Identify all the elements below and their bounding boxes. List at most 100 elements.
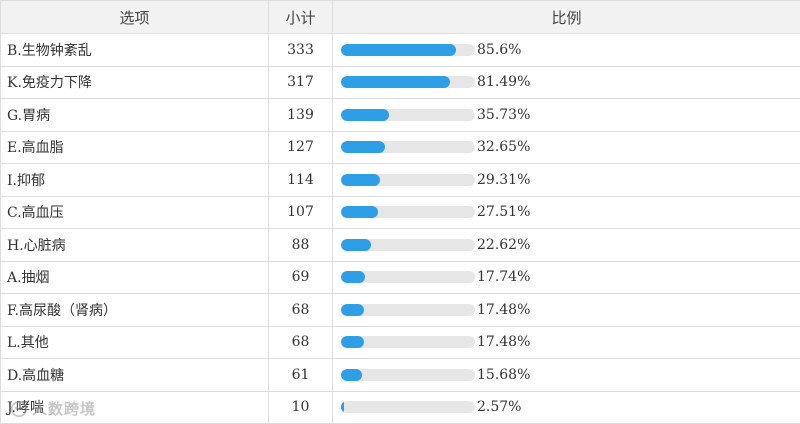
ratio-cell: 15.68% bbox=[332, 358, 800, 392]
ratio-bar-group: 15.68% bbox=[341, 359, 800, 391]
header-option: 选项 bbox=[0, 0, 269, 34]
ratio-bar-group: 17.74% bbox=[341, 262, 800, 294]
ratio-cell: 81.49% bbox=[332, 65, 800, 99]
option-label: G.胃病 bbox=[0, 98, 269, 132]
ratio-bar-group: 2.57% bbox=[341, 392, 800, 424]
progress-bar-fill bbox=[341, 336, 365, 349]
header-ratio: 比例 bbox=[332, 0, 800, 34]
count-value: 69 bbox=[268, 260, 333, 294]
progress-bar-track bbox=[341, 173, 475, 186]
percent-label: 85.6% bbox=[477, 41, 522, 58]
progress-bar-track bbox=[341, 368, 475, 381]
option-label: A.抽烟 bbox=[0, 260, 269, 294]
count-value: 107 bbox=[268, 195, 333, 229]
option-label: I.抑郁 bbox=[0, 163, 269, 197]
progress-bar-fill bbox=[341, 173, 381, 186]
percent-label: 17.48% bbox=[477, 301, 531, 318]
table-row: A.抽烟 69 17.74% bbox=[0, 260, 800, 294]
percent-label: 29.31% bbox=[477, 171, 531, 188]
option-label: C.高血压 bbox=[0, 195, 269, 229]
count-value: 333 bbox=[268, 33, 333, 67]
table-row: B.生物钟紊乱 333 85.6% bbox=[0, 33, 800, 67]
option-label: B.生物钟紊乱 bbox=[0, 33, 269, 67]
table-row: L.其他 68 17.48% bbox=[0, 325, 800, 359]
progress-bar-track bbox=[341, 141, 475, 154]
percent-label: 22.62% bbox=[477, 236, 531, 253]
progress-bar-track bbox=[341, 238, 475, 251]
ratio-cell: 22.62% bbox=[332, 228, 800, 262]
progress-bar-track bbox=[341, 271, 475, 284]
count-value: 127 bbox=[268, 130, 333, 164]
progress-bar-fill bbox=[341, 206, 378, 219]
table-row: K.免疫力下降 317 81.49% bbox=[0, 65, 800, 99]
ratio-cell: 27.51% bbox=[332, 195, 800, 229]
progress-bar-track bbox=[341, 76, 475, 89]
progress-bar-fill bbox=[341, 76, 451, 89]
percent-label: 27.51% bbox=[477, 204, 531, 221]
progress-bar-fill bbox=[341, 108, 389, 121]
count-value: 68 bbox=[268, 293, 333, 327]
progress-bar-track bbox=[341, 401, 475, 414]
option-label: E.高血脂 bbox=[0, 130, 269, 164]
count-value: 68 bbox=[268, 325, 333, 359]
table-row: D.高血糖 61 15.68% bbox=[0, 358, 800, 392]
ratio-cell: 35.73% bbox=[332, 98, 800, 132]
ratio-cell: 32.65% bbox=[332, 130, 800, 164]
ratio-bar-group: 85.6% bbox=[341, 34, 800, 66]
progress-bar-fill bbox=[341, 141, 385, 154]
option-label: L.其他 bbox=[0, 325, 269, 359]
ratio-bar-group: 17.48% bbox=[341, 294, 800, 326]
percent-label: 17.74% bbox=[477, 269, 531, 286]
percent-label: 15.68% bbox=[477, 366, 531, 383]
ratio-bar-group: 17.48% bbox=[341, 327, 800, 359]
progress-bar-fill bbox=[341, 43, 456, 56]
table-row: C.高血压 107 27.51% bbox=[0, 195, 800, 229]
header-count: 小计 bbox=[268, 0, 333, 34]
ratio-cell: 85.6% bbox=[332, 33, 800, 67]
ratio-bar-group: 35.73% bbox=[341, 99, 800, 131]
ratio-cell: 29.31% bbox=[332, 163, 800, 197]
ratio-bar-group: 81.49% bbox=[341, 67, 800, 99]
percent-label: 32.65% bbox=[477, 139, 531, 156]
percent-label: 17.48% bbox=[477, 334, 531, 351]
option-label: K.免疫力下降 bbox=[0, 65, 269, 99]
ratio-bar-group: 27.51% bbox=[341, 197, 800, 229]
count-value: 10 bbox=[268, 390, 333, 424]
option-label: F.高尿酸（肾病） bbox=[0, 293, 269, 327]
progress-bar-track bbox=[341, 336, 475, 349]
count-value: 61 bbox=[268, 358, 333, 392]
progress-bar-track bbox=[341, 43, 475, 56]
table-header: 选项 小计 比例 bbox=[0, 0, 800, 34]
count-value: 317 bbox=[268, 65, 333, 99]
option-label: H.心脏病 bbox=[0, 228, 269, 262]
progress-bar-track bbox=[341, 206, 475, 219]
ratio-cell: 17.74% bbox=[332, 260, 800, 294]
percent-label: 35.73% bbox=[477, 106, 531, 123]
table-row: H.心脏病 88 22.62% bbox=[0, 228, 800, 262]
ratio-cell: 2.57% bbox=[332, 390, 800, 424]
ratio-bar-group: 32.65% bbox=[341, 132, 800, 164]
progress-bar-track bbox=[341, 108, 475, 121]
table-row: J.哮喘 10 2.57% bbox=[0, 390, 800, 424]
progress-bar-fill bbox=[341, 401, 345, 414]
ratio-cell: 17.48% bbox=[332, 293, 800, 327]
table-row: F.高尿酸（肾病） 68 17.48% bbox=[0, 293, 800, 327]
table-row: G.胃病 139 35.73% bbox=[0, 98, 800, 132]
option-label: D.高血糖 bbox=[0, 358, 269, 392]
table-body: B.生物钟紊乱 333 85.6% K.免疫力下降 317 81.49% G.胃病 139 35… bbox=[0, 33, 800, 424]
percent-label: 2.57% bbox=[477, 399, 522, 416]
option-label: J.哮喘 bbox=[0, 390, 269, 424]
count-value: 139 bbox=[268, 98, 333, 132]
progress-bar-fill bbox=[341, 368, 362, 381]
table-row: I.抑郁 114 29.31% bbox=[0, 163, 800, 197]
ratio-cell: 17.48% bbox=[332, 325, 800, 359]
count-value: 114 bbox=[268, 163, 333, 197]
percent-label: 81.49% bbox=[477, 74, 531, 91]
progress-bar-fill bbox=[341, 303, 365, 316]
progress-bar-track bbox=[341, 303, 475, 316]
table-row: E.高血脂 127 32.65% bbox=[0, 130, 800, 164]
ratio-bar-group: 22.62% bbox=[341, 229, 800, 261]
ratio-bar-group: 29.31% bbox=[341, 164, 800, 196]
count-value: 88 bbox=[268, 228, 333, 262]
